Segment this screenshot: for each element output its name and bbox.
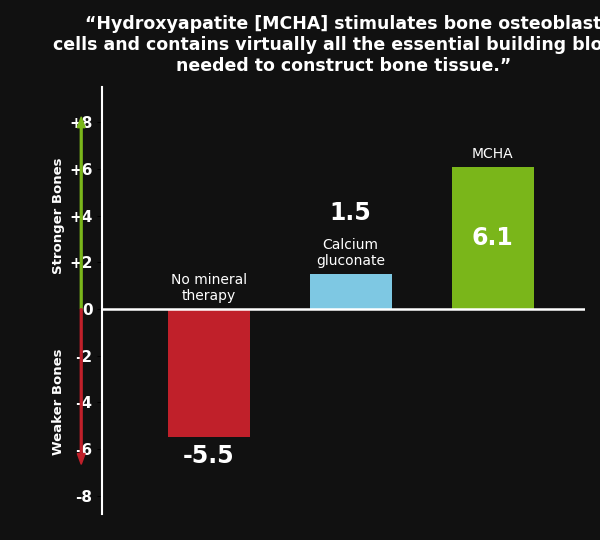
Bar [167, 309, 250, 437]
Text: Stronger Bones: Stronger Bones [52, 157, 65, 274]
Text: Calcium
gluconate: Calcium gluconate [316, 238, 385, 268]
Text: -5.5: -5.5 [183, 444, 235, 468]
Text: Weaker Bones: Weaker Bones [52, 349, 65, 455]
Text: MCHA: MCHA [472, 147, 514, 161]
Bar [310, 274, 392, 309]
Text: 6.1: 6.1 [472, 226, 514, 249]
Bar [452, 166, 534, 309]
Title: “Hydroxyapatite [MCHA] stimulates bone osteoblast
cells and contains virtually a: “Hydroxyapatite [MCHA] stimulates bone o… [53, 15, 600, 75]
Text: No mineral
therapy: No mineral therapy [170, 273, 247, 303]
Text: 1.5: 1.5 [330, 201, 371, 225]
